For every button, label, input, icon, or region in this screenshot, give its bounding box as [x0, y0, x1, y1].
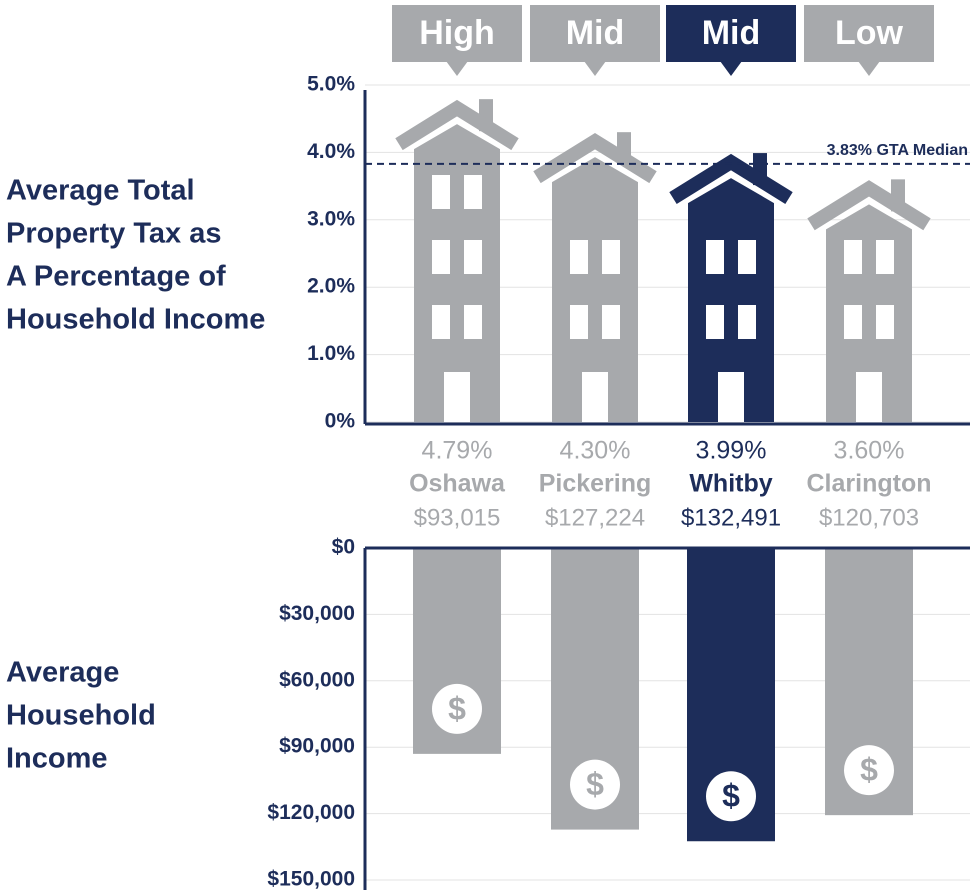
- tier-label: Mid: [702, 14, 761, 52]
- tier-pointer: [858, 61, 880, 76]
- tier-box: [804, 5, 934, 62]
- category-label: Oshawa: [409, 470, 506, 498]
- window: [570, 240, 588, 274]
- income-label: $120,703: [819, 504, 919, 531]
- category-label: Whitby: [689, 470, 772, 498]
- dollar-icon-symbol: $: [722, 778, 740, 814]
- window: [844, 305, 862, 339]
- house-body: [552, 157, 638, 422]
- window: [844, 240, 862, 274]
- dollar-icon: [432, 683, 482, 734]
- window: [738, 240, 756, 274]
- door: [582, 372, 608, 422]
- tier-pointer: [446, 61, 468, 76]
- dollar-icon: [844, 745, 894, 796]
- y-tick-label: 2.0%: [307, 275, 355, 298]
- chart-title: Average Total: [6, 175, 195, 207]
- chart-title: Property Tax as: [6, 218, 221, 250]
- window: [432, 240, 450, 274]
- dollar-icon-symbol: $: [860, 752, 878, 788]
- category-label: Clarington: [807, 470, 932, 498]
- door: [718, 372, 744, 422]
- window: [464, 240, 482, 274]
- tier-pointer: [720, 61, 742, 76]
- y-tick-label: 1.0%: [307, 342, 355, 365]
- window: [464, 305, 482, 339]
- category-label: Pickering: [539, 470, 652, 498]
- income-label: $93,015: [414, 504, 501, 531]
- roof: [669, 153, 793, 205]
- y-tick-label: 5.0%: [307, 73, 355, 96]
- window: [706, 305, 724, 339]
- tier-label: Low: [835, 14, 904, 52]
- chart-title: Household Income: [6, 304, 265, 336]
- tier-box: [530, 5, 660, 62]
- tier-pointer: [584, 61, 606, 76]
- value-label: 4.79%: [422, 437, 493, 465]
- value-label: 3.99%: [696, 437, 767, 465]
- dollar-icon-symbol: $: [586, 766, 604, 802]
- y-tick-label: $120,000: [267, 801, 355, 824]
- window: [432, 175, 450, 209]
- window: [602, 240, 620, 274]
- dollar-icon: [706, 771, 756, 822]
- dollar-icon-symbol: $: [448, 690, 466, 726]
- chart-title: Income: [6, 743, 108, 775]
- door: [444, 372, 470, 422]
- window: [706, 240, 724, 274]
- value-label: 4.30%: [560, 437, 631, 465]
- y-tick-label: $0: [332, 536, 355, 559]
- window: [570, 305, 588, 339]
- roof: [533, 132, 657, 184]
- window: [876, 240, 894, 274]
- y-tick-label: $90,000: [279, 735, 355, 758]
- chart-title: Average: [6, 657, 119, 689]
- tier-box: [666, 5, 796, 62]
- y-tick-label: $150,000: [267, 868, 355, 891]
- income-label: $132,491: [681, 504, 781, 531]
- tier-label: Mid: [566, 14, 625, 52]
- income-label: $127,224: [545, 504, 645, 531]
- house-body: [688, 178, 774, 422]
- window: [464, 175, 482, 209]
- y-tick-label: 3.0%: [307, 207, 355, 230]
- chart-title: A Percentage of: [6, 261, 226, 293]
- tier-box: [392, 5, 522, 62]
- door: [856, 372, 882, 422]
- reference-label: 3.83% GTA Median: [827, 142, 968, 159]
- y-tick-label: $30,000: [279, 602, 355, 625]
- window: [738, 305, 756, 339]
- dollar-icon: [570, 759, 620, 810]
- window: [876, 305, 894, 339]
- value-label: 3.60%: [834, 437, 905, 465]
- window: [432, 305, 450, 339]
- y-tick-label: 0%: [325, 410, 356, 433]
- window: [602, 305, 620, 339]
- y-tick-label: $60,000: [279, 668, 355, 691]
- roof: [395, 99, 519, 151]
- chart-title: Household: [6, 700, 156, 732]
- roof: [807, 180, 931, 231]
- y-tick-label: 4.0%: [307, 140, 355, 163]
- tier-label: High: [419, 14, 495, 52]
